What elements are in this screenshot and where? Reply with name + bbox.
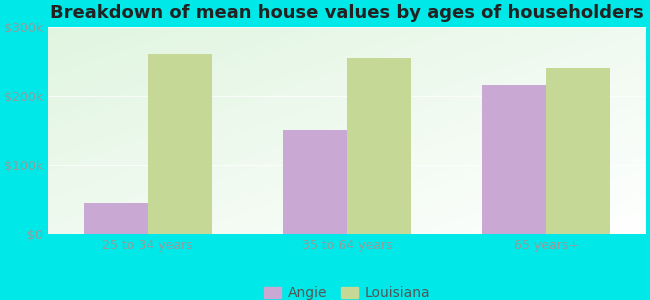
Bar xyxy=(347,58,411,234)
Bar xyxy=(482,85,546,234)
Bar xyxy=(148,54,211,234)
Title: Breakdown of mean house values by ages of householders: Breakdown of mean house values by ages o… xyxy=(50,4,644,22)
Legend: Angie, Louisiana: Angie, Louisiana xyxy=(258,281,436,300)
Bar xyxy=(283,130,347,234)
Bar xyxy=(546,68,610,234)
Bar xyxy=(84,203,148,234)
